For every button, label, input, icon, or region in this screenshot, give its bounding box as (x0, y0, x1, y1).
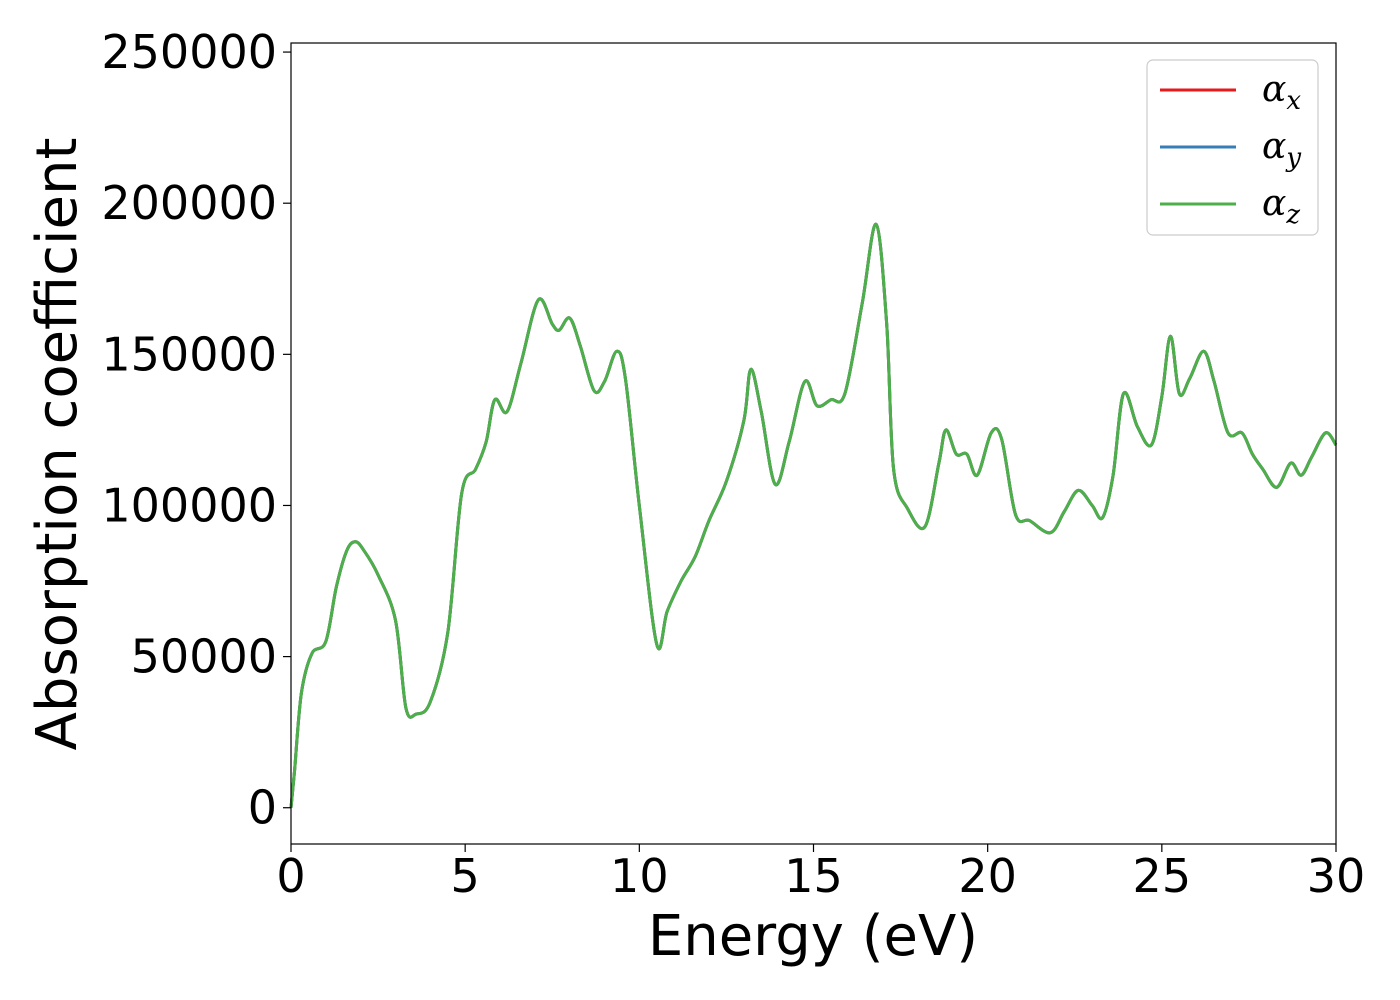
legend-label-subscript: x (1286, 86, 1301, 116)
x-tick-label: 15 (784, 849, 843, 903)
series-line-y (289, 222, 1338, 808)
series-line-x (289, 222, 1338, 808)
y-axis: 0 50000 100000 150000 200000 250000 (101, 25, 291, 835)
legend-label-symbol: α (1262, 183, 1286, 224)
y-tick-label: 250000 (101, 25, 277, 79)
y-tick-label: 100000 (101, 478, 277, 532)
legend-label-subscript: y (1285, 143, 1301, 173)
legend-label-z: αz (1262, 183, 1300, 230)
legend-label-subscript: z (1285, 200, 1300, 230)
x-tick-label: 10 (610, 849, 669, 903)
legend-label-y: αy (1262, 126, 1301, 173)
y-tick-label: 0 (248, 781, 277, 835)
x-tick-label: 0 (276, 849, 305, 903)
y-axis-label: Absorption coefficient (25, 138, 90, 751)
series-layer (289, 222, 1338, 808)
x-tick-label: 5 (451, 849, 480, 903)
legend-label-symbol: α (1262, 69, 1286, 110)
y-tick-label: 50000 (131, 630, 277, 684)
legend-label-x: αx (1262, 69, 1301, 116)
y-tick-label: 200000 (101, 176, 277, 230)
legend-label-symbol: α (1262, 126, 1286, 167)
x-tick-label: 20 (958, 849, 1017, 903)
x-axis: 0 5 10 15 20 25 30 (276, 844, 1365, 903)
x-tick-label: 30 (1307, 849, 1366, 903)
x-axis-label: Energy (eV) (648, 904, 978, 969)
series-line-z (289, 222, 1338, 808)
x-tick-label: 25 (1133, 849, 1192, 903)
y-tick-label: 150000 (101, 327, 277, 381)
